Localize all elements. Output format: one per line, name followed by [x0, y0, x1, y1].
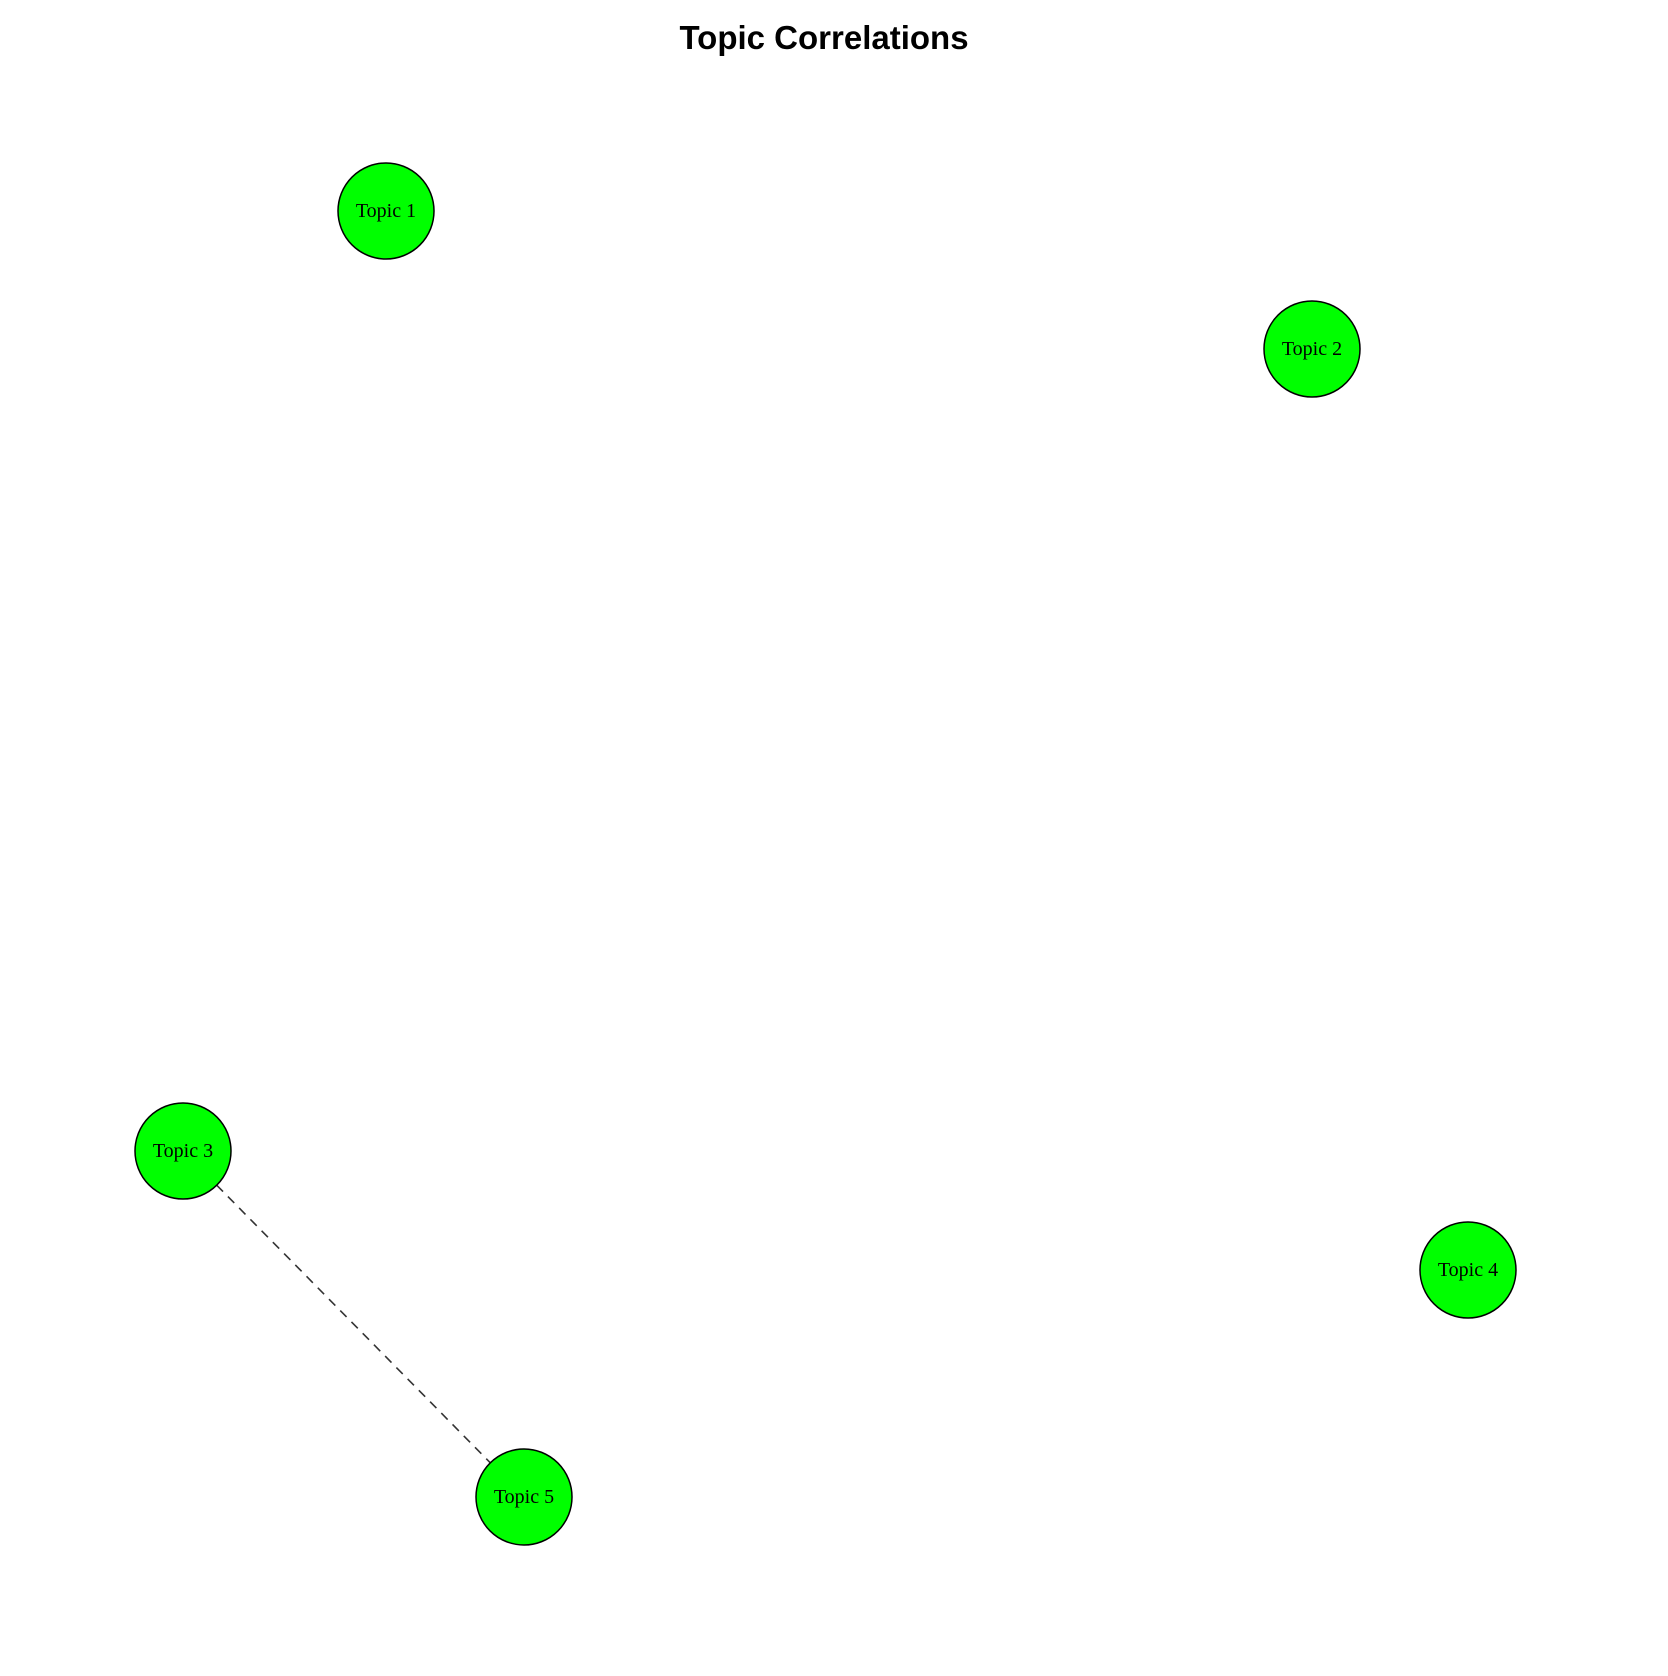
node-t4: Topic 4 [1419, 1221, 1517, 1319]
node-circle [1263, 300, 1361, 398]
node-label: Topic 3 [153, 1140, 213, 1162]
node-circle [1419, 1221, 1517, 1319]
diagram-title: Topic Correlations [679, 19, 968, 56]
node-circle [337, 162, 435, 260]
node-circle [134, 1102, 232, 1200]
edge-t3-t5 [216, 1184, 491, 1464]
nodes-layer: Topic 1 Topic 2 Topic 3 Topic 4 Topic 5 [134, 162, 1517, 1546]
node-label: Topic 4 [1438, 1259, 1498, 1281]
node-t3: Topic 3 [134, 1102, 232, 1200]
node-t5: Topic 5 [475, 1448, 573, 1546]
node-t1: Topic 1 [337, 162, 435, 260]
node-label: Topic 1 [356, 200, 416, 222]
node-t2: Topic 2 [1263, 300, 1361, 398]
edges-layer [216, 1184, 491, 1464]
node-circle [475, 1448, 573, 1546]
node-label: Topic 5 [494, 1486, 554, 1508]
node-label: Topic 2 [1282, 338, 1342, 360]
